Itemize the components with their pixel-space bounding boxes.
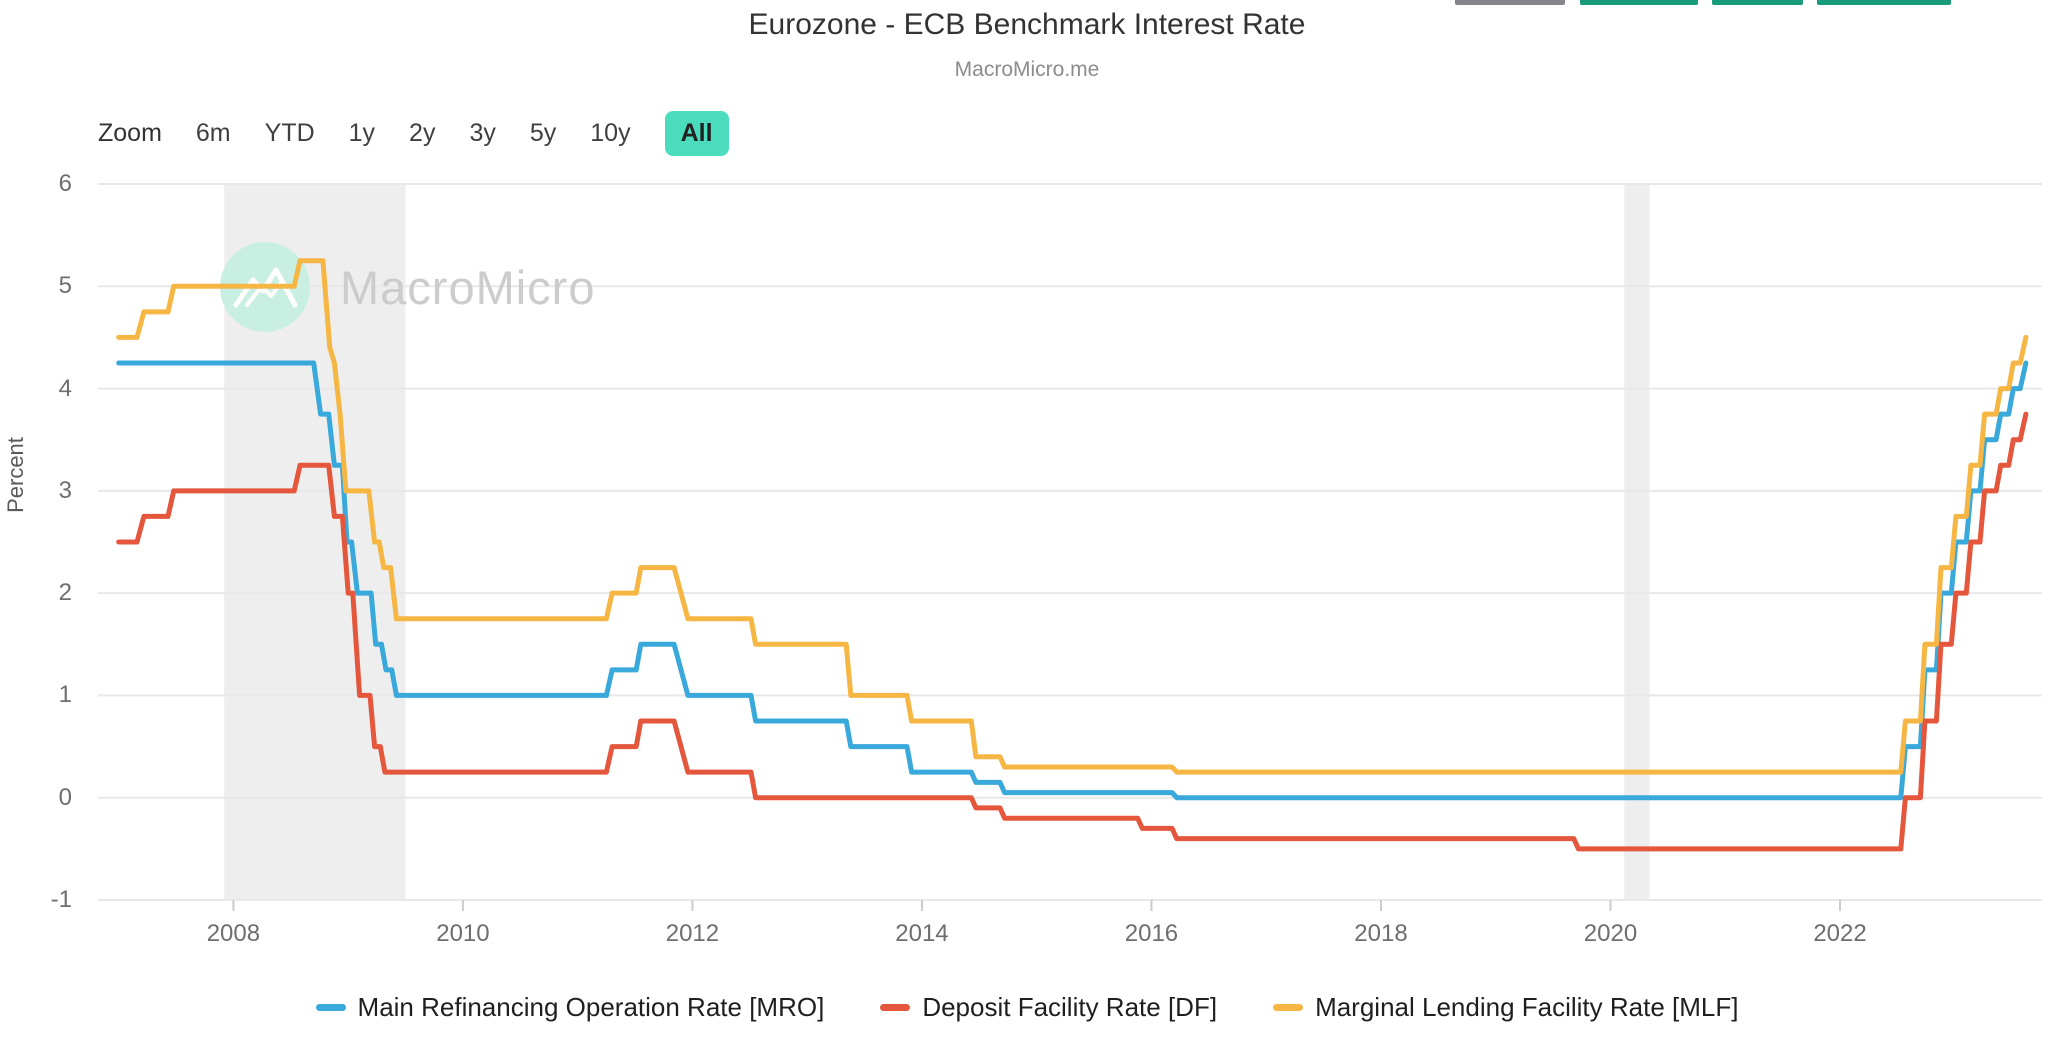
range-6m-button[interactable]: 6m <box>195 118 231 147</box>
legend: Main Refinancing Operation Rate [MRO] Dep… <box>0 992 2054 1023</box>
legend-item-mro[interactable]: Main Refinancing Operation Rate [MRO] <box>315 992 825 1023</box>
teal-button-fragment-3[interactable] <box>1817 0 1951 5</box>
gray-button-fragment[interactable] <box>1455 0 1565 5</box>
range-1y-button[interactable]: 1y <box>348 118 376 147</box>
teal-button-fragment-2[interactable] <box>1712 0 1803 5</box>
range-2y-button[interactable]: 2y <box>409 118 436 147</box>
legend-marker <box>1273 1004 1304 1011</box>
legend-marker <box>880 1004 911 1011</box>
x-tick-label-2012: 2012 <box>665 920 720 947</box>
legend-item-df[interactable]: Deposit Facility Rate [DF] <box>880 992 1217 1023</box>
watermark-text: MacroMicro <box>340 261 595 314</box>
range-10y-button[interactable]: 10y <box>590 118 631 147</box>
range-items: 6m YTD 1y 2y 3y 5y 10y <box>196 119 631 148</box>
legend-marker <box>315 1004 346 1011</box>
chart-title: Eurozone - ECB Benchmark Interest Rate <box>748 8 1306 41</box>
series-line-mlf[interactable] <box>116 258 2029 775</box>
zoom-label: Zoom <box>98 118 162 147</box>
range-ytd-button[interactable]: YTD <box>264 118 315 147</box>
recession-band-2 <box>1624 184 1650 900</box>
y-tick-label-3: 3 <box>58 476 72 504</box>
x-tick-label-2010: 2010 <box>436 920 490 947</box>
legend-label: Marginal Lending Facility Rate [MLF] <box>1315 992 1739 1022</box>
legend-label: Main Refinancing Operation Rate [MRO] <box>357 992 825 1022</box>
x-tick-label-2020: 2020 <box>1583 920 1638 947</box>
range-all-button[interactable]: All <box>664 110 729 156</box>
macromicro-mountain-icon-2 <box>245 281 283 307</box>
y-tick-label-2: 2 <box>58 579 72 607</box>
x-tick-label-2014: 2014 <box>895 920 949 947</box>
y-tick-label-1: 1 <box>58 681 72 709</box>
range-5y-button[interactable]: 5y <box>529 118 557 147</box>
x-tick-label-2016: 2016 <box>1124 920 1179 947</box>
y-tick-label-0: 0 <box>58 783 72 811</box>
y-tick-label-6: 6 <box>58 170 72 197</box>
range-selector: Zoom 6m YTD 1y 2y 3y 5y 10y All <box>98 110 729 156</box>
teal-button-fragment-1[interactable] <box>1580 0 1698 5</box>
y-tick-label-5: 5 <box>58 272 72 300</box>
range-3y-button[interactable]: 3y <box>469 118 496 147</box>
legend-label: Deposit Facility Rate [DF] <box>922 992 1218 1022</box>
y-tick-label-4: 4 <box>58 374 72 402</box>
x-tick-label-2022: 2022 <box>1813 920 1867 947</box>
x-tick-label-2018: 2018 <box>1354 920 1408 947</box>
series-line-df[interactable] <box>116 411 2029 852</box>
legend-item-mlf[interactable]: Marginal Lending Facility Rate [MLF] <box>1273 992 1738 1023</box>
x-tick-label-2008: 2008 <box>206 920 261 947</box>
y-tick-label--1: -1 <box>50 886 72 913</box>
chart-subtitle: MacroMicro.me <box>954 58 1100 81</box>
